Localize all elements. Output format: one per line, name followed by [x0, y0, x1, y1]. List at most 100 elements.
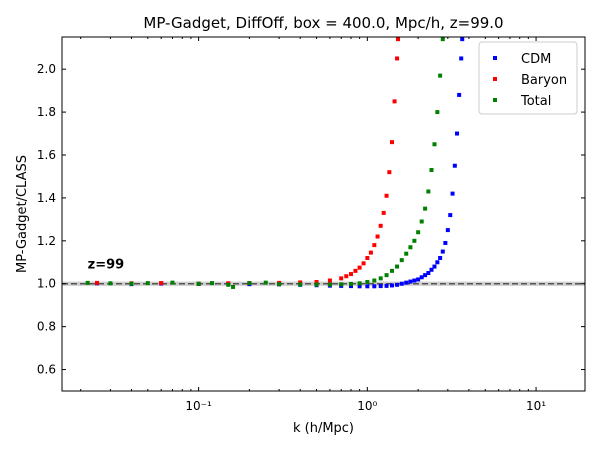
data-point-total [440, 37, 445, 42]
data-point-cdm [419, 275, 424, 280]
data-point-total [231, 284, 236, 289]
data-point-cdm [412, 278, 417, 283]
x-tick-label: 10¹ [526, 399, 546, 413]
data-point-baryon [384, 193, 389, 198]
data-point-total [389, 268, 394, 273]
data-point-total [378, 276, 383, 281]
data-point-cdm [423, 273, 428, 278]
data-point-baryon [361, 261, 366, 266]
data-point-baryon [365, 255, 370, 260]
y-tick-label: 1.6 [37, 148, 56, 162]
y-tick-label: 1.4 [37, 191, 56, 205]
data-point-total [429, 168, 434, 173]
data-point-cdm [372, 284, 377, 289]
data-point-cdm [438, 255, 443, 260]
data-point-total [85, 280, 90, 285]
data-point-cdm [378, 284, 383, 289]
data-point-total [314, 282, 319, 287]
data-point-total [247, 281, 252, 286]
data-point-total [327, 282, 332, 287]
data-point-baryon [395, 56, 400, 61]
data-point-baryon [396, 37, 401, 42]
data-point-cdm [448, 213, 453, 218]
data-point-baryon [344, 274, 349, 279]
data-point-cdm [460, 37, 465, 42]
data-point-cdm [384, 283, 389, 288]
data-point-cdm [445, 228, 450, 233]
y-tick-label: 1.0 [37, 277, 56, 291]
legend-marker-baryon [493, 77, 497, 81]
legend-box [478, 41, 578, 115]
data-point-total [129, 281, 134, 286]
plot-frame [61, 36, 586, 392]
data-point-baryon [381, 210, 386, 215]
x-axis-label: k (h/Mpc) [293, 421, 354, 436]
data-point-cdm [426, 271, 431, 275]
data-point-baryon [348, 272, 353, 277]
legend-label-total: Total [520, 94, 551, 109]
legend-label-cdm: CDM [521, 52, 551, 67]
chart-title: MP-Gadget, DiffOff, box = 400.0, Mpc/h, … [143, 14, 503, 32]
data-point-cdm [408, 279, 413, 284]
data-point-cdm [455, 131, 460, 136]
y-tick-label: 1.8 [37, 105, 56, 119]
data-point-total [432, 142, 437, 147]
data-point-total [145, 281, 150, 286]
data-point-baryon [314, 280, 319, 285]
data-point-total [277, 282, 282, 287]
data-point-baryon [387, 170, 392, 175]
data-point-total [412, 238, 417, 243]
data-point-cdm [365, 284, 370, 289]
data-point-total [372, 278, 377, 283]
data-point-total [416, 230, 421, 235]
data-point-total [426, 189, 431, 194]
data-point-total [399, 258, 404, 263]
legend-label-baryon: Baryon [521, 73, 567, 88]
y-tick-label: 2.0 [37, 62, 56, 76]
data-point-baryon [372, 243, 377, 248]
data-layer [85, 37, 465, 289]
x-tick-label: 10⁰ [357, 399, 377, 413]
series-baryon [95, 37, 401, 286]
data-point-total [348, 281, 353, 286]
data-point-cdm [429, 267, 434, 272]
reference-layer [62, 281, 585, 286]
data-point-cdm [399, 281, 404, 286]
data-point-cdm [348, 284, 353, 289]
data-point-cdm [404, 280, 409, 285]
y-axis-label: MP-Gadget/CLASS [15, 155, 30, 273]
data-point-total [404, 251, 409, 256]
data-point-total [357, 281, 362, 286]
y-tick-label: 1.2 [37, 234, 56, 248]
data-point-total [419, 219, 424, 224]
legend-marker-cdm [493, 56, 497, 60]
legend: CDM Baryon Total [478, 41, 578, 115]
axes-layer: 0.6 0.8 1.0 1.2 1.4 1.6 1.8 2.0 10⁻¹ 10⁰ 10¹ [37, 36, 586, 413]
data-point-total [438, 73, 443, 78]
data-point-total [170, 280, 175, 285]
data-point-baryon [95, 280, 100, 285]
data-point-total [339, 282, 344, 287]
data-point-total [196, 281, 201, 286]
data-point-total [384, 273, 389, 278]
data-point-cdm [389, 283, 394, 288]
data-point-baryon [375, 234, 380, 239]
data-point-baryon [389, 140, 394, 145]
data-point-cdm [450, 191, 455, 196]
data-point-baryon [368, 250, 373, 255]
data-point-cdm [432, 264, 437, 269]
data-point-total [209, 281, 214, 286]
data-point-cdm [416, 277, 421, 282]
legend-marker-total [493, 98, 497, 102]
series-total [85, 37, 445, 289]
data-point-total [435, 110, 440, 115]
data-point-cdm [459, 56, 464, 61]
data-point-cdm [395, 282, 400, 287]
data-point-total [395, 264, 400, 269]
data-point-total [365, 280, 370, 285]
x-tick-label: 10⁻¹ [185, 399, 212, 413]
data-point-total [423, 206, 428, 211]
data-point-baryon [327, 278, 332, 283]
data-point-total [298, 282, 303, 287]
